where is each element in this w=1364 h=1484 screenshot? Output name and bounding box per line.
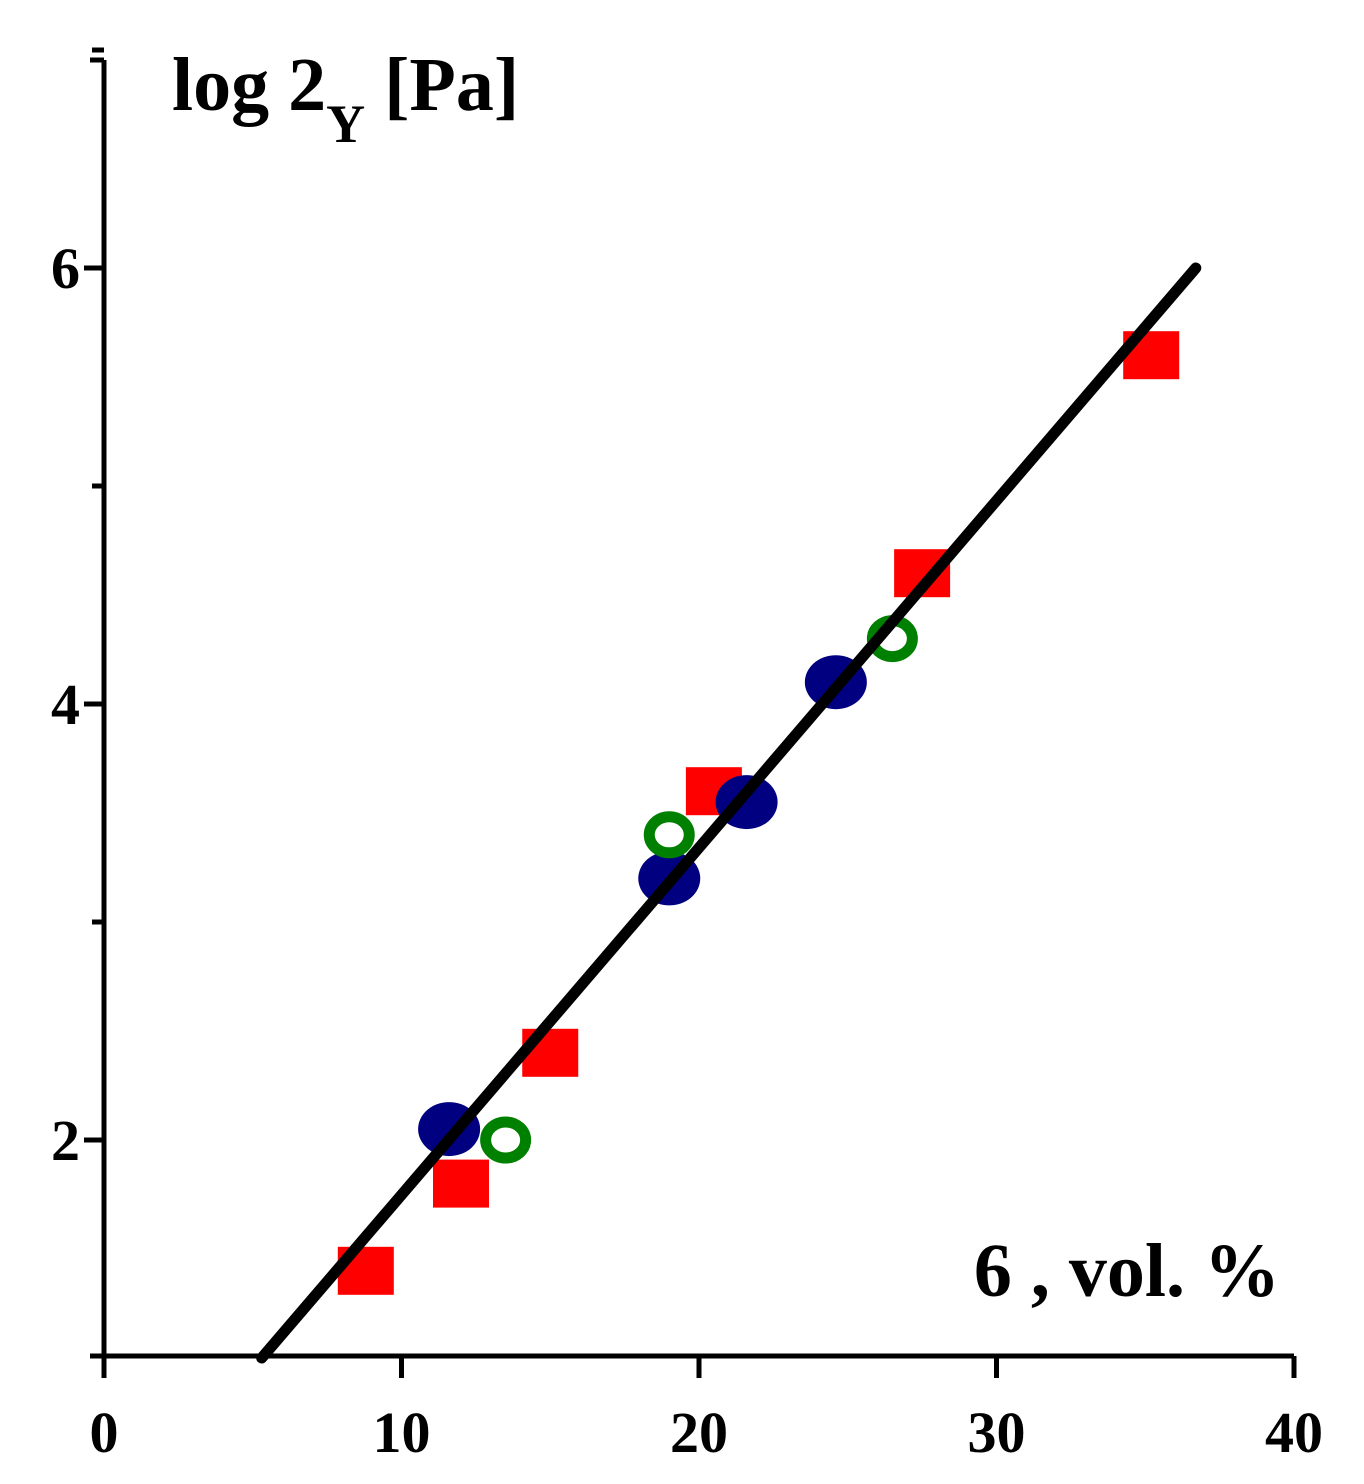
y-tick-label: 2	[51, 1108, 80, 1173]
x-tick-label: 20	[670, 1400, 728, 1465]
y-tick-label: 4	[51, 672, 80, 737]
x-tick-label: 30	[968, 1400, 1026, 1465]
green-ring-marker	[643, 811, 695, 859]
x-tick-label: 40	[1265, 1400, 1323, 1465]
x-tick-label: 10	[373, 1400, 431, 1465]
y-axis-title-suffix: [Pa]	[365, 43, 519, 127]
fit-line-group	[256, 262, 1202, 1364]
y-axis-title-prefix: log 2	[172, 43, 326, 127]
y-tick-label: 6	[51, 236, 80, 301]
axis-labels: log 2Y [Pa] 6 , vol. %	[172, 43, 1280, 1313]
y-axis-title-subscript: Y	[326, 94, 365, 154]
green-ring-marker	[480, 1116, 532, 1164]
data-markers	[337, 331, 1180, 1295]
axes: 2 4 6 0 10 20 30 40	[51, 47, 1323, 1465]
y-axis-title: log 2Y [Pa]	[172, 43, 519, 154]
red-square-marker	[433, 1159, 489, 1208]
x-axis-title: 6 , vol. %	[974, 1229, 1280, 1313]
x-tick-label: 0	[90, 1400, 119, 1465]
fit-line	[256, 262, 1202, 1364]
